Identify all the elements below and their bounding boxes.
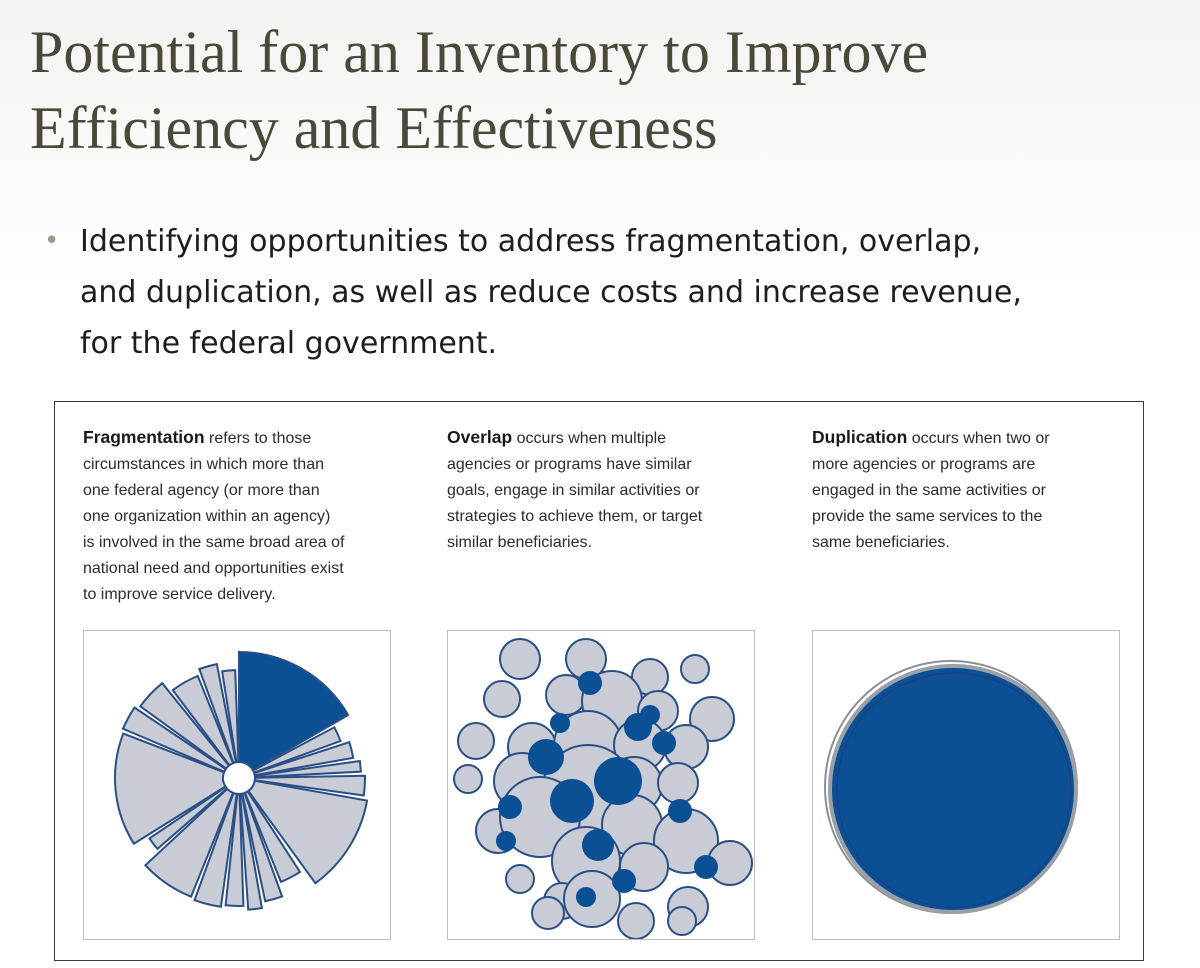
fragmentation-illustration: [83, 630, 391, 940]
pie-wedge: [253, 759, 362, 779]
overlap-term: Overlap: [447, 427, 513, 447]
overlapping-circles-graphic: [453, 638, 753, 939]
bullet-line-3: for the federal government.: [80, 326, 498, 361]
overlap-text-line-2: agencies or programs have similar: [447, 456, 692, 473]
overlap-region: [640, 705, 660, 725]
duplicated-circle-graphic: [824, 660, 1078, 914]
pie-wedge: [171, 674, 235, 767]
overlap-region: [652, 731, 676, 755]
duplicate-circle-inner-ring: [836, 672, 1072, 908]
bullet-line-2: and duplication, as well as reduce costs…: [80, 275, 1022, 310]
overlap-region: [576, 887, 596, 907]
duplication-definition: Duplication occurs when two or more agen…: [812, 424, 1132, 556]
fragmentation-text-line-7: to improve service delivery.: [83, 586, 276, 603]
duplication-text-line-4: provide the same services to the: [812, 508, 1043, 525]
definitions-figure: Fragmentation refers to those circumstan…: [54, 401, 1144, 961]
pie-wedge: [148, 785, 229, 851]
fragmentation-definition: Fragmentation refers to those circumstan…: [83, 424, 413, 608]
pie-wedge: [252, 740, 355, 777]
duplication-text-line-1: occurs when two or: [911, 430, 1050, 447]
overlap-region: [550, 713, 570, 733]
overlap-region: [612, 869, 636, 893]
bullet-dot-icon: •: [44, 226, 60, 256]
fragmentation-text-line-5: is involved in the same broad area of: [83, 534, 345, 551]
duplication-text-line-2: more agencies or programs are: [812, 456, 1036, 473]
overlap-illustration: [447, 630, 755, 940]
overlap-circle: [657, 762, 699, 804]
overlap-region: [668, 799, 692, 823]
slide-title: Potential for an Inventory to Improve Ef…: [30, 14, 1180, 166]
slide-title-line-1: Potential for an Inventory to Improve: [30, 19, 929, 85]
duplication-text-line-5: same beneficiaries.: [812, 534, 950, 551]
pie-wedge: [251, 725, 342, 774]
fragmentation-text-line-2: circumstances in which more than: [83, 456, 324, 473]
overlap-text-line-1: occurs when multiple: [516, 430, 667, 447]
fragmentation-term: Fragmentation: [83, 427, 205, 447]
pie-wedge: [114, 732, 227, 846]
duplication-term: Duplication: [812, 427, 908, 447]
pie-wedge: [239, 792, 264, 911]
overlap-circle: [617, 902, 655, 939]
pie-wedge: [143, 787, 235, 898]
overlap-region: [550, 779, 594, 823]
overlap-circle: [457, 722, 495, 760]
overlap-circle: [680, 654, 710, 684]
overlap-circle: [531, 896, 565, 930]
duplication-text-line-3: engaged in the same activities or: [812, 482, 1046, 499]
overlap-region: [694, 855, 718, 879]
fragmentation-text-line-1: refers to those: [209, 430, 312, 447]
slide-title-line-2: Efficiency and Effectiveness: [30, 95, 718, 161]
pie-wedge: [247, 779, 369, 885]
fragmentation-text-line-3: one federal agency (or more than: [83, 482, 320, 499]
pie-wedge: [243, 790, 302, 884]
overlap-region: [528, 739, 564, 775]
overlap-circle: [667, 906, 697, 936]
overlap-region: [498, 795, 522, 819]
pie-wedge: [193, 791, 238, 908]
overlap-region: [496, 831, 516, 851]
pie-wedge-highlighted: [238, 650, 350, 772]
overlap-definition: Overlap occurs when multiple agencies or…: [447, 424, 777, 556]
overlap-circle: [499, 638, 541, 680]
overlap-region: [578, 671, 602, 695]
overlap-text-line-5: similar beneficiaries.: [447, 534, 592, 551]
overlap-circle: [453, 764, 483, 794]
pie-wedge: [224, 792, 245, 907]
fragmentation-text-line-6: national need and opportunities exist: [83, 560, 344, 577]
pie-wedge: [253, 774, 366, 797]
pie-wedge: [121, 706, 228, 774]
bullet-line-1: Identifying opportunities to address fra…: [80, 224, 982, 259]
fragmented-pie-graphic: [114, 650, 369, 911]
overlap-text-line-3: goals, engage in similar activities or: [447, 482, 700, 499]
pie-wedge: [220, 669, 240, 764]
duplicate-circle-front: [828, 664, 1078, 914]
overlap-circle: [505, 864, 535, 894]
pie-wedge: [241, 791, 284, 903]
overlap-text-line-4: strategies to achieve them, or target: [447, 508, 703, 525]
pie-wedge: [138, 681, 231, 770]
overlap-region: [594, 757, 642, 805]
overlap-region: [582, 829, 614, 861]
duplication-illustration: [812, 630, 1120, 940]
pie-wedge: [198, 662, 238, 765]
overlap-circle: [483, 680, 521, 718]
bullet-point: • Identifying opportunities to address f…: [44, 216, 1184, 369]
fragmentation-text-line-4: one organization within an agency): [83, 508, 331, 525]
